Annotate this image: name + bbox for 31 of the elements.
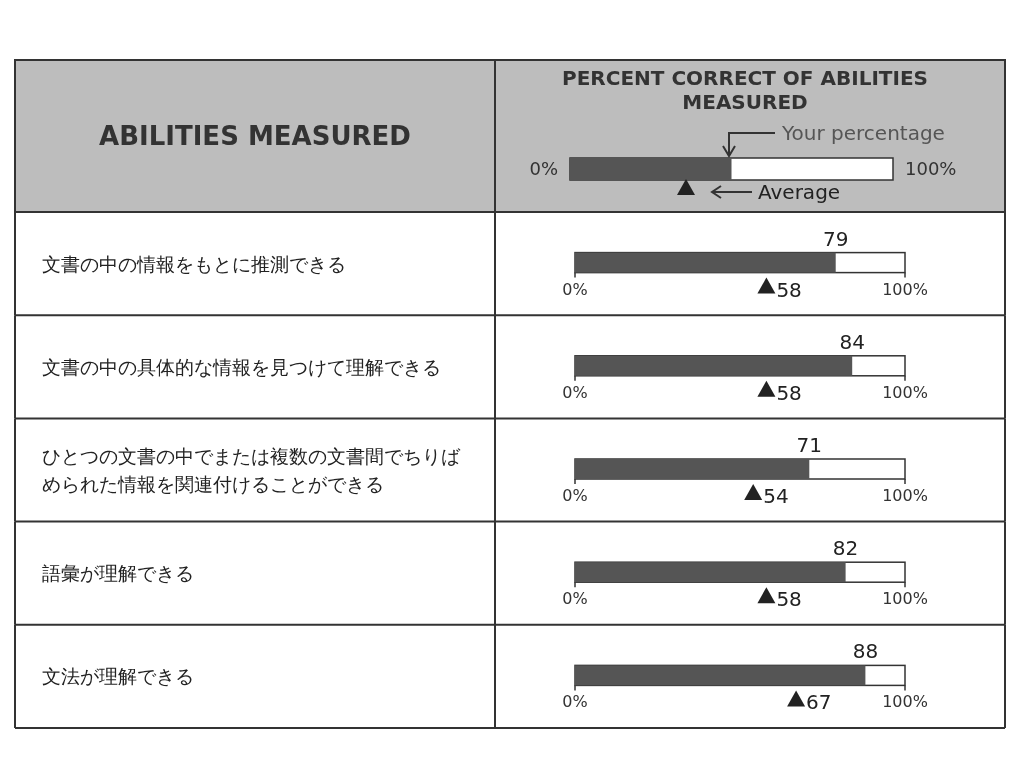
text: 100% — [882, 692, 928, 712]
data-label: 67 — [806, 690, 832, 715]
data-label: 58 — [776, 380, 802, 405]
data-label: 79 — [822, 226, 849, 251]
data-label: 58 — [776, 587, 802, 612]
text: 100% — [882, 486, 928, 505]
text: 0% — [562, 382, 588, 402]
y-tick-label: 文書の中の情報をもとに推測できる — [42, 252, 346, 275]
data-label: 88 — [852, 639, 879, 664]
y-tick-label: 語彙が理解できる — [42, 562, 194, 585]
text: 0% — [562, 589, 588, 609]
text: 0% — [562, 692, 588, 712]
y-tick-label: 文書の中の具体的な情報を見つけて理解できる — [42, 355, 441, 378]
chart-title: PERCENT CORRECT OF ABILITIES MEASURED — [562, 66, 928, 114]
y-tick-label: ひとつの文書の中でまたは複数の文書間でちりばめられた情報を関連付けることができる — [42, 445, 461, 495]
data-label: 82 — [832, 536, 859, 561]
y-tick-label: 文法が理解できる — [42, 665, 194, 688]
bar — [575, 355, 853, 376]
text: 100% — [882, 589, 928, 609]
data-label: 58 — [776, 277, 802, 302]
bar — [575, 562, 846, 583]
bar — [575, 252, 836, 273]
text: 100% — [882, 382, 928, 402]
bar — [575, 665, 866, 686]
data-label: 54 — [763, 484, 789, 508]
bar — [575, 459, 810, 479]
text: 0% — [562, 486, 588, 505]
data-label: 84 — [839, 329, 865, 354]
data-label: 71 — [796, 433, 823, 457]
y-axis-title: ABILITIES MEASURED — [99, 121, 411, 151]
picture-legend-key: Your percentage Average 0% 100% — [529, 121, 957, 204]
